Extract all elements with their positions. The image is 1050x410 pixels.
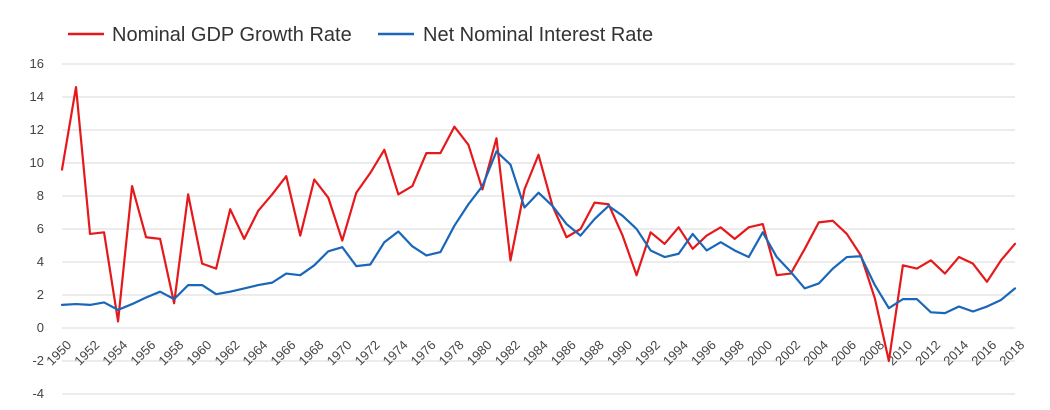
x-tick-label: 2016 — [968, 337, 999, 368]
x-tick-label: 1984 — [520, 337, 551, 368]
x-tick-label: 2004 — [800, 337, 831, 368]
x-tick-label: 2010 — [884, 337, 915, 368]
x-tick-label: 1972 — [352, 337, 383, 368]
x-tick-label: 2002 — [772, 337, 803, 368]
x-tick-label: 1970 — [324, 337, 355, 368]
y-tick-label: 4 — [37, 254, 44, 269]
x-tick-label: 2000 — [744, 337, 775, 368]
x-tick-label: 1954 — [99, 337, 130, 368]
x-tick-label: 1988 — [576, 337, 607, 368]
x-tick-label: 1974 — [380, 337, 411, 368]
legend-label: Nominal GDP Growth Rate — [112, 24, 352, 46]
x-tick-label: 1978 — [436, 337, 467, 368]
x-tick-label: 2006 — [828, 337, 859, 368]
legend-label: Net Nominal Interest Rate — [423, 24, 653, 46]
y-tick-label: 8 — [37, 188, 44, 203]
y-tick-label: 0 — [37, 320, 44, 335]
x-tick-label: 1966 — [268, 337, 299, 368]
y-tick-label: 12 — [30, 122, 44, 137]
x-tick-label: 1980 — [464, 337, 495, 368]
y-axis-ticks: -4 -2 0 2 4 6 8 10 12 14 16 — [30, 56, 44, 401]
legend: Nominal GDP Growth Rate Net Nominal Inter… — [68, 24, 653, 46]
x-tick-label: 1956 — [127, 337, 158, 368]
series-lines — [60, 85, 1017, 363]
x-tick-label: 1998 — [716, 337, 747, 368]
y-tick-label: 2 — [37, 287, 44, 302]
x-tick-label: 2008 — [856, 337, 887, 368]
x-tick-label: 1990 — [604, 337, 635, 368]
y-tick-label: -2 — [32, 353, 44, 368]
y-tick-label: -4 — [32, 386, 44, 401]
x-tick-label: 1994 — [660, 337, 691, 368]
y-tick-label: 10 — [30, 155, 44, 170]
x-tick-label: 1952 — [71, 337, 102, 368]
x-tick-label: 1982 — [492, 337, 523, 368]
series-line-net-nominal-interest-rate — [60, 150, 1017, 315]
y-tick-label: 16 — [30, 56, 44, 71]
x-tick-label: 1976 — [408, 337, 439, 368]
x-tick-label: 1986 — [548, 337, 579, 368]
x-tick-label: 1960 — [183, 337, 214, 368]
x-tick-label: 1996 — [688, 337, 719, 368]
x-tick-label: 1992 — [632, 337, 663, 368]
series-line-nominal-gdp-growth-rate — [60, 85, 1017, 363]
x-tick-label: 2018 — [996, 337, 1027, 368]
x-tick-label: 1968 — [296, 337, 327, 368]
x-tick-label: 1958 — [155, 337, 186, 368]
y-tick-label: 6 — [37, 221, 44, 236]
x-tick-label: 1962 — [211, 337, 242, 368]
y-tick-label: 14 — [30, 89, 44, 104]
x-tick-label: 1950 — [43, 337, 74, 368]
x-axis-ticks: 1950195219541956195819601962196419661968… — [43, 337, 1027, 368]
x-tick-label: 2014 — [940, 337, 971, 368]
gridlines — [62, 63, 1015, 395]
x-tick-label: 2012 — [912, 337, 943, 368]
x-tick-label: 1964 — [239, 337, 270, 368]
